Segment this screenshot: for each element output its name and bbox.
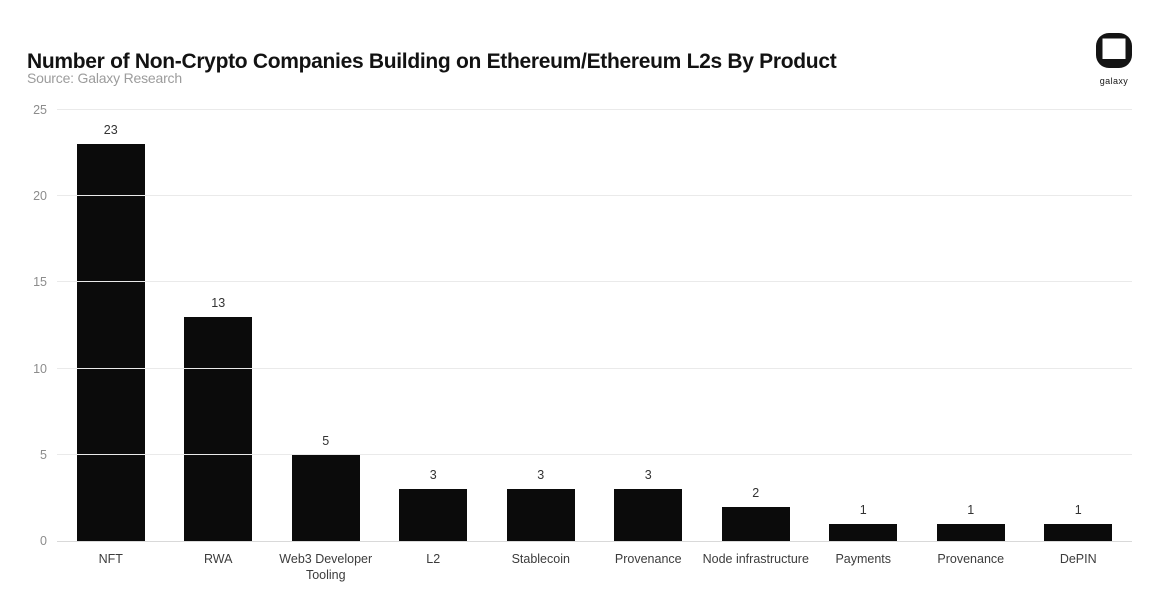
y-axis-tick-label: 10 (33, 361, 47, 376)
bar-stablecoin (506, 489, 575, 541)
galaxy-helmet-icon (1094, 32, 1134, 70)
bar-value-label: 3 (429, 468, 437, 483)
x-axis-category-label: Provenance (937, 552, 1005, 566)
y-axis-tick-label: 25 (33, 103, 47, 117)
galaxy-logo: galaxy (1090, 32, 1138, 86)
x-axis-category-label: Web3 Developer Tooling (279, 552, 373, 583)
bar-l2 (399, 489, 468, 541)
bar-slot: 3 (487, 110, 595, 541)
bar-value-label: 3 (537, 468, 545, 483)
bar-slot: 13 (165, 110, 273, 541)
y-axis-tick-label: 0 (40, 534, 47, 548)
bar-provenance (614, 489, 683, 541)
galaxy-logo-text: galaxy (1099, 76, 1129, 86)
bar-slot: 23 (57, 110, 165, 541)
bar-depin (1044, 523, 1113, 541)
gridline (57, 453, 1132, 455)
y-axis-tick-label: 15 (33, 275, 47, 290)
plot-area: 23 13 5 3 3 3 2 1 1 1 0 5 10 15 20 25 (33, 103, 1132, 548)
bar-value-label: 1 (967, 502, 975, 517)
page-title: Number of Non-Crypto Companies Building … (27, 50, 837, 74)
x-axis-category-label: RWA (204, 552, 233, 566)
bar-node-infrastructure (721, 506, 790, 541)
x-axis-category-label: Payments (835, 552, 892, 566)
x-axis-category-label: L2 (426, 552, 441, 566)
source-label: Source: Galaxy Research (27, 70, 182, 86)
bar-value-label: 5 (322, 433, 330, 448)
bar-nft (76, 144, 145, 541)
bar-value-label: 23 (103, 123, 118, 138)
bar-slot: 5 (272, 110, 380, 541)
y-axis-tick-label: 5 (40, 447, 47, 462)
x-axis-category-label: NFT (98, 552, 123, 566)
bar-slot: 3 (380, 110, 488, 541)
bar-slot: 2 (702, 110, 810, 541)
bar-rwa (184, 316, 253, 541)
x-axis-category-label: Stablecoin (511, 552, 570, 566)
x-axis-labels: NFT RWA Web3 Developer Tooling L2 Stablecoin… (57, 542, 1132, 584)
bar-slot: 1 (1025, 110, 1133, 541)
bar-value-label: 1 (1074, 502, 1082, 517)
x-axis-category-label: DePIN (1059, 552, 1097, 566)
y-axis-tick-label: 20 (33, 189, 47, 204)
bar-value-label: 13 (211, 295, 226, 310)
gridline (57, 195, 1132, 197)
bar-slot: 3 (595, 110, 703, 541)
bar-web3-developer-tooling (291, 454, 360, 541)
bar-value-label: 2 (752, 485, 760, 500)
x-axis-category-label: Provenance (614, 552, 682, 566)
gridline (57, 109, 1132, 110)
gridline (57, 281, 1132, 283)
x-axis-category-label: Node infrastructure (702, 552, 809, 566)
bar-chart: 23 13 5 3 3 3 2 1 1 1 0 5 10 15 20 25 NFT RWA Web3 Devel… (24, 103, 1132, 584)
bar-slot: 1 (810, 110, 918, 541)
bar-slot: 1 (917, 110, 1025, 541)
bars-row: 23 13 5 3 3 3 2 1 1 1 (57, 110, 1132, 541)
gridline (57, 367, 1132, 369)
bar-payments (829, 523, 898, 541)
bar-value-label: 3 (644, 468, 652, 483)
bar-value-label: 1 (859, 502, 867, 517)
bar-provenance (936, 523, 1005, 541)
